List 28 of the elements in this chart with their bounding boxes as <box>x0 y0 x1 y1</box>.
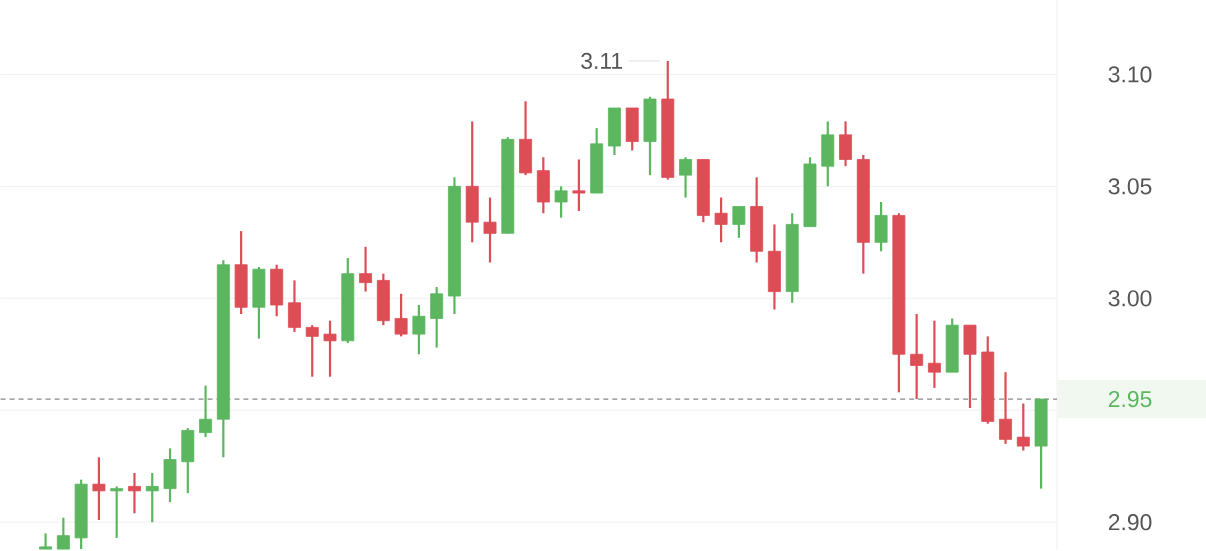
candlestick <box>1016 402 1030 452</box>
candlestick <box>483 196 497 264</box>
candlestick <box>910 313 924 401</box>
candlestick <box>412 304 426 356</box>
y-tick-label: 2.90 <box>1108 514 1152 531</box>
candlestick <box>323 319 337 378</box>
candlestick <box>145 471 159 524</box>
candlestick <box>732 205 746 240</box>
y-tick-label: 3.10 <box>1108 66 1152 83</box>
candlestick <box>110 485 124 540</box>
candlestick <box>39 532 53 551</box>
ref-line-label: 2.95 <box>1108 391 1152 408</box>
y-tick-label: 3.00 <box>1108 290 1152 307</box>
candlestick <box>554 185 568 219</box>
candlestick <box>999 371 1012 446</box>
candlestick <box>359 245 373 293</box>
candlestick <box>714 196 728 244</box>
y-tick-label: 3.05 <box>1108 178 1152 195</box>
candlestick <box>394 292 408 338</box>
candlestick <box>679 156 692 199</box>
candlestick <box>927 319 941 390</box>
candlestick <box>92 456 106 522</box>
annotation: 3.11 <box>581 52 623 70</box>
candlestick <box>572 158 586 213</box>
candlestick <box>305 324 319 378</box>
candlestick <box>56 516 70 551</box>
candlestick <box>128 471 141 515</box>
candlestick <box>199 384 213 439</box>
